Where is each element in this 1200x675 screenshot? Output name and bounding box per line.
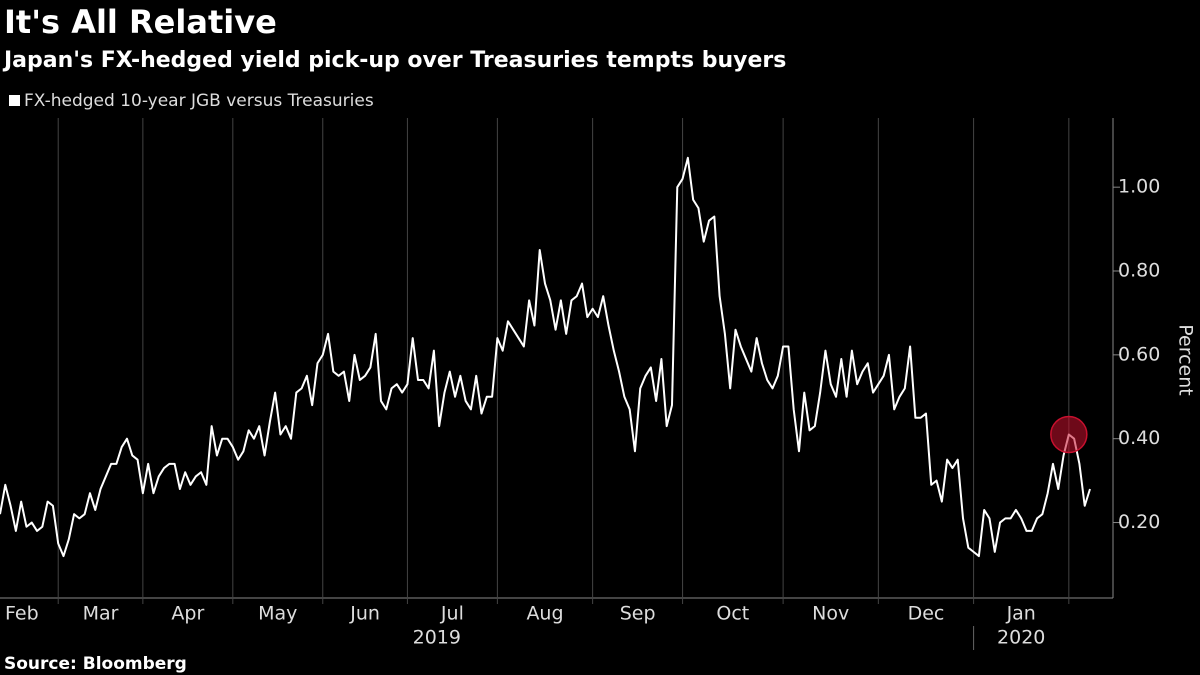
- legend-swatch: [9, 95, 20, 106]
- y-tick-label: 0.20: [1118, 511, 1160, 533]
- chart-title: It's All Relative: [4, 3, 277, 41]
- y-axis-title: Percent: [1175, 324, 1197, 396]
- series-line: [0, 156, 1091, 558]
- highlight-marker: [1050, 415, 1088, 454]
- legend-label: FX-hedged 10-year JGB versus Treasuries: [24, 91, 374, 111]
- x-tick-label: Dec: [908, 603, 945, 625]
- y-tick-label: 0.80: [1118, 260, 1160, 282]
- x-tick-label: Feb: [5, 603, 39, 625]
- x-tick-label: Jan: [1006, 603, 1036, 625]
- x-tick-label: Mar: [83, 603, 119, 625]
- chart-subtitle: Japan's FX-hedged yield pick-up over Tre…: [2, 48, 786, 73]
- year-label: 2020: [997, 627, 1045, 649]
- y-tick-label: 0.40: [1118, 427, 1160, 449]
- source: Source: Bloomberg: [4, 654, 187, 674]
- x-tick-label: May: [258, 603, 297, 625]
- y-tick-label: 1.00: [1118, 176, 1160, 198]
- year-label: 2019: [413, 627, 461, 649]
- x-tick-label: Nov: [812, 603, 849, 625]
- y-tick-label: 0.60: [1118, 343, 1160, 365]
- x-tick-label: Aug: [526, 603, 563, 625]
- x-tick-label: Jun: [349, 603, 380, 625]
- x-tick-label: Sep: [620, 603, 656, 625]
- x-tick-label: Jul: [440, 603, 464, 625]
- x-tick-label: Apr: [171, 603, 204, 625]
- x-tick-label: Oct: [716, 603, 749, 625]
